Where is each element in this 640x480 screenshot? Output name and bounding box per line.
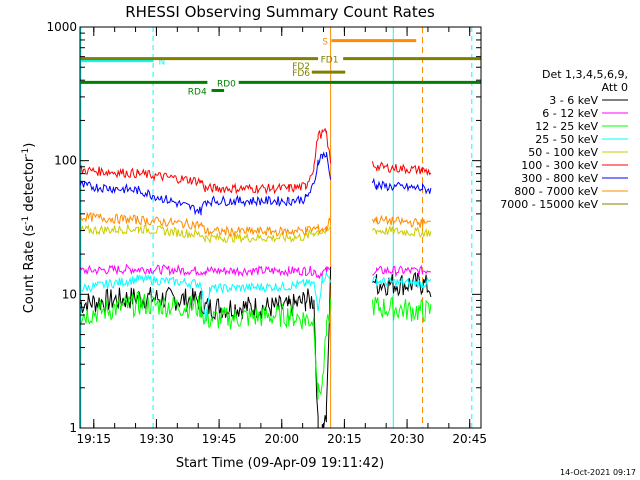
chart-title: RHESSI Observing Summary Count Rates [125, 3, 435, 21]
annotation-label: FD6 [292, 69, 310, 79]
annotation-label: S [322, 38, 328, 48]
legend-label: 25 - 50 keV [535, 133, 598, 146]
series-line [79, 211, 332, 238]
series-line [372, 264, 432, 278]
axes-layer: 1 10 100 1000 19:15 19:30 19:45 20:00 20:15 20:30… [46, 20, 487, 446]
series-line [79, 272, 332, 323]
series-line [79, 291, 332, 400]
series-line [371, 296, 432, 323]
x-tick-label: 19:45 [202, 432, 237, 446]
series-line [371, 214, 431, 228]
series-line [372, 271, 432, 298]
legend-label: 12 - 25 keV [535, 120, 598, 133]
legend-label: 7000 - 15000 keV [500, 198, 598, 211]
series-line [79, 151, 332, 216]
annotation-label: RD0 [217, 79, 236, 89]
series-line [371, 225, 432, 238]
y-tick-label: 100 [54, 154, 77, 168]
annotation-label: FD1 [321, 56, 339, 66]
series-line [371, 275, 432, 289]
legend-label: 300 - 800 keV [521, 172, 598, 185]
legend-label: 50 - 100 keV [528, 146, 598, 159]
plot-area [80, 27, 473, 428]
y-tick-label: 10 [62, 287, 77, 301]
legend-header: Att 0 [602, 81, 628, 94]
series-line [79, 224, 332, 244]
x-tick-label: 19:30 [139, 432, 174, 446]
legend-label: 800 - 7000 keV [514, 185, 598, 198]
plot-frame [79, 26, 482, 429]
x-tick-label: 20:45 [452, 432, 487, 446]
series-line [371, 177, 432, 195]
legend-header: Det 1,3,4,5,6,9, [542, 68, 628, 81]
x-tick-label: 20:00 [264, 432, 299, 446]
y-tick-label: 1 [69, 421, 77, 435]
data-layer [79, 127, 432, 429]
annotation-label: RD4 [188, 87, 207, 97]
y-tick-label: 1000 [46, 20, 77, 34]
x-axis-label: Start Time (09-Apr-09 19:11:42) [176, 456, 384, 471]
y-axis-label: Count Rate (s-1 detector-1) [21, 143, 37, 314]
legend-label: 100 - 300 keV [521, 159, 598, 172]
series-line [79, 127, 332, 195]
x-tick-label: 20:30 [390, 432, 425, 446]
series-line [79, 263, 331, 280]
series-line [371, 161, 432, 177]
footer-timestamp: 14-Oct-2021 09:17 [560, 468, 636, 477]
legend-label: 3 - 6 keV [549, 94, 598, 107]
annotation-label: FD2 [292, 62, 310, 72]
annotation-label: N [159, 58, 166, 68]
series-line [79, 266, 332, 429]
x-tick-label: 20:15 [327, 432, 362, 446]
legend-label: 6 - 12 keV [542, 107, 598, 120]
x-tick-label: 19:15 [76, 432, 111, 446]
